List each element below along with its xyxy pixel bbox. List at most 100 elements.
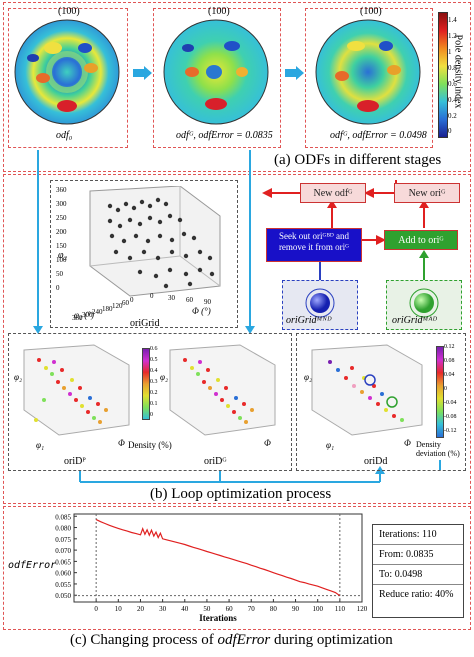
colorbar-tick: 0.2 — [448, 112, 457, 120]
x-tick-label: 100 — [312, 605, 323, 613]
density-tick: 0.6 — [150, 346, 158, 352]
x-tick-label: 60 — [226, 605, 234, 613]
deviation-colorbar — [436, 346, 444, 438]
origrid-box — [50, 180, 238, 328]
origrid-mnd-box — [282, 280, 358, 330]
colorbar-tick: 1 — [448, 48, 452, 56]
x-tick-label: 20 — [137, 605, 145, 613]
stage1-box — [8, 8, 128, 148]
odferror-chart-svg: 0.050 0.055 0.060 0.065 0.070 0.075 0.080 0.085… — [55, 513, 368, 623]
panel-b-frame — [3, 174, 471, 504]
origrid-axis-Phi: Φ (°) — [192, 306, 211, 316]
new-ori-box: New oriᴳ — [394, 183, 460, 203]
origrid-ytick: 100 — [56, 256, 67, 264]
add-to-box: Add to oriᴳ — [384, 230, 458, 250]
oriD-P-plot — [14, 340, 134, 450]
origrid-mad-box — [386, 280, 462, 330]
new-odf-label: New odfᴳ — [313, 187, 353, 199]
plot3-phi1: φ₁ — [326, 440, 335, 450]
deviation-tick: 0.08 — [444, 358, 455, 364]
stat-from: From: 0.0835 — [373, 545, 463, 565]
chart-xlabel: Iterations — [199, 613, 237, 623]
stat-iterations: Iterations: 110 — [373, 525, 463, 545]
y-tick-label: 0.075 — [55, 536, 71, 544]
y-tick-label: 0.060 — [55, 570, 71, 578]
origrid-ytick: 50 — [56, 270, 63, 278]
origrid-ytick: 200 — [56, 228, 67, 236]
stage3-plane-label: (100) — [360, 6, 382, 17]
plot2-Phi: Φ — [264, 438, 271, 448]
y-tick-label: 0.055 — [55, 581, 71, 589]
origrid-ytick: 300 — [56, 200, 67, 208]
colorbar-ticks: 1.4 1.2 1 0.8 0.6 0.4 0.2 0 — [448, 12, 464, 136]
colorbar-tick: 0.4 — [448, 96, 457, 104]
x-tick-label: 120 — [357, 605, 368, 613]
y-tick-label: 0.050 — [55, 592, 71, 600]
stage3-box — [305, 8, 433, 148]
origrid-x1tick: 360 — [72, 314, 83, 322]
panel-c-caption: (c) Changing process of odfError during … — [70, 632, 393, 649]
deviation-colorbar-ticks: 0.12 0.08 0.04 0 -0.04 -0.08 -0.12 — [444, 344, 470, 440]
x-tick-label: 50 — [203, 605, 211, 613]
colorbar-tick: 0.6 — [448, 80, 457, 88]
origrid-mad-label: oriGridᴹᴬᴰ — [392, 315, 438, 326]
x-tick-label: 90 — [292, 605, 300, 613]
oriDd-plot — [302, 340, 432, 450]
density-tick: 0.3 — [150, 379, 158, 385]
oriD-P-label: oriDᴾ — [64, 456, 86, 467]
stat-reduce-ratio: Reduce ratio: 40% — [379, 589, 454, 600]
deviation-label: Density deviation (%) — [416, 440, 460, 458]
arrow-stage1-stage2 — [133, 66, 153, 85]
chart-plot-area — [73, 513, 363, 603]
x-tick-label: 40 — [181, 605, 189, 613]
origrid-label: oriGrid — [130, 318, 160, 329]
colorbar-title: Pole density index — [452, 34, 464, 109]
plot3-phi2: φ₂ — [304, 372, 313, 382]
plot1-phi1: φ₁ — [36, 440, 45, 450]
stage2-caption: odfᴳ, odfError = 0.0835 — [176, 130, 273, 141]
origrid-3d-plot — [70, 185, 230, 306]
plot2-phi2: φ₂ — [160, 372, 169, 382]
oriDd-label: oriDd — [364, 456, 388, 467]
deviation-tick: -0.12 — [444, 428, 457, 434]
deviation-tick: 0.12 — [444, 344, 455, 350]
caption-c-prefix: (c) Changing process of — [70, 632, 218, 648]
origrid-x2tick: 30 — [168, 294, 175, 302]
density-plots-box — [8, 333, 292, 471]
oriD-G-plot — [160, 340, 280, 450]
density-tick: 0.2 — [150, 390, 158, 396]
colorbar-tick: 0 — [448, 127, 452, 135]
add-to-label: Add to oriᴳ — [398, 234, 444, 246]
x-tick-label: 30 — [159, 605, 167, 613]
caption-c-suffix: during optimization — [270, 632, 393, 648]
panel-c-frame — [3, 506, 471, 630]
origrid-axis-phi2: φ₂ — [58, 250, 68, 261]
pole-figure-1 — [13, 18, 121, 126]
x-tick-label: 110 — [335, 605, 346, 613]
density-tick: 0.4 — [150, 368, 158, 374]
seek-out-label: Seek out oriᴳᴮᴰ and remove it from oriᴳ — [278, 231, 350, 252]
origrid-axis-phi1: φ₁ (°) — [74, 310, 94, 320]
pole-density-colorbar — [438, 12, 448, 138]
panel-a-caption: (a) ODFs in different stages — [274, 152, 442, 168]
colorbar-tick: 1.2 — [448, 32, 457, 40]
colorbar-tick: 0.8 — [448, 64, 457, 72]
y-tick-label: 0.070 — [55, 547, 71, 555]
origrid-x2tick: 90 — [204, 298, 211, 306]
origrid-ytick: 150 — [56, 242, 67, 250]
origrid-x2ticks: 0 30 60 90 — [150, 292, 220, 308]
y-tick-label: 0.085 — [55, 513, 71, 521]
x-tick-label: 0 — [94, 605, 98, 613]
deviation-tick: 0.04 — [444, 372, 455, 378]
origrid-x1tick: 120 — [112, 302, 123, 310]
chart-ylabel: odfError — [8, 560, 57, 571]
stage2-plane-label: (100) — [208, 6, 230, 17]
x-tick-label: 10 — [115, 605, 123, 613]
x-tick-label: 80 — [270, 605, 278, 613]
density-tick: 0 — [150, 412, 153, 418]
caption-c-italic: odfError — [217, 632, 271, 648]
density-colorbar-1-ticks: 0.6 0.5 0.4 0.3 0.2 0.1 0 — [150, 346, 166, 420]
origrid-ytick: 250 — [56, 214, 67, 222]
origrid-x1tick: 0 — [130, 296, 134, 304]
oriD-G-label: oriDᴳ — [204, 456, 227, 467]
